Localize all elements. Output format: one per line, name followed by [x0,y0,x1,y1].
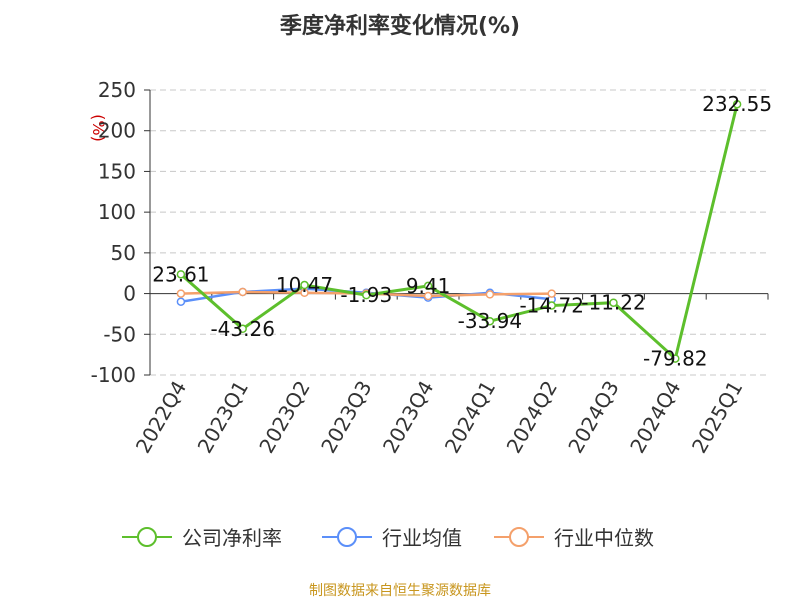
point-2-5 [485,290,495,299]
y-tick-label-6: -50 [103,322,136,346]
data-label-4: 9.41 [406,274,451,298]
data-label-0: 23.61 [152,262,209,286]
x-tick-label-8: 2024Q4 [625,377,685,458]
x-tick-label-1: 2023Q1 [193,377,253,458]
y-tick-label-3: 100 [98,200,136,224]
data-label-3: -1.93 [340,283,392,307]
x-tick-label-2: 2023Q2 [254,377,314,458]
y-tick-label-1: 200 [98,119,136,143]
data-label-9: 232.55 [702,92,772,116]
x-tick-label-4: 2023Q4 [378,376,438,457]
point-2-1 [238,287,247,297]
point-0-0 [176,270,186,279]
x-tick-label-3: 2023Q3 [316,377,376,458]
y-tick-label-7: -100 [91,363,136,387]
x-tick-label-9: 2025Q1 [687,377,747,458]
data-label-7: -11.22 [581,291,645,315]
legend-marker-2 [509,527,529,547]
point-2-4 [423,291,433,301]
y-tick-label-5: 0 [123,282,136,306]
legend-label-1: 行业均值 [382,526,462,550]
chart-title: 季度净利率变化情况(%) [280,13,520,39]
data-label-8: -79.82 [643,347,707,371]
point-1-0 [176,297,186,306]
point-2-6 [547,289,556,298]
y-tick-label-0: 250 [98,78,136,102]
legend-marker-1 [337,527,357,547]
point-0-3 [362,290,371,300]
y-tick-label-2: 150 [98,159,136,183]
x-tick-label-7: 2024Q3 [563,377,623,458]
y-axis-unit: (%) [89,114,108,142]
data-label-5: -33.94 [458,309,522,333]
legend-label-0: 公司净利率 [182,526,282,550]
x-tick-label-5: 2024Q1 [440,377,500,458]
legend-marker-0 [137,527,157,547]
point-2-0 [176,289,186,298]
x-tick-label-0: 2022Q4 [131,377,191,458]
data-label-1: -43.26 [210,317,274,341]
point-0-8 [671,354,680,363]
data-label-2: 10.47 [276,273,333,297]
point-0-4 [423,281,433,291]
point-0-1 [238,324,247,334]
legend: 公司净利率 行业均值 行业中位数 [122,526,654,550]
point-0-6 [547,301,556,310]
point-0-9 [732,99,742,109]
legend-label-2: 行业中位数 [554,526,654,550]
grid-layer [150,89,768,376]
point-0-2 [300,280,309,290]
data-label-6: -14.72 [519,294,583,318]
point-0-7 [609,298,618,307]
point-0-5 [485,316,495,326]
x-tick-label-6: 2024Q2 [502,377,562,458]
y-tick-label-4: 50 [111,241,136,265]
series-layer [176,99,742,363]
source-note: 制图数据来自恒生聚源数据库 [309,583,491,599]
series-line-0 [179,103,739,362]
